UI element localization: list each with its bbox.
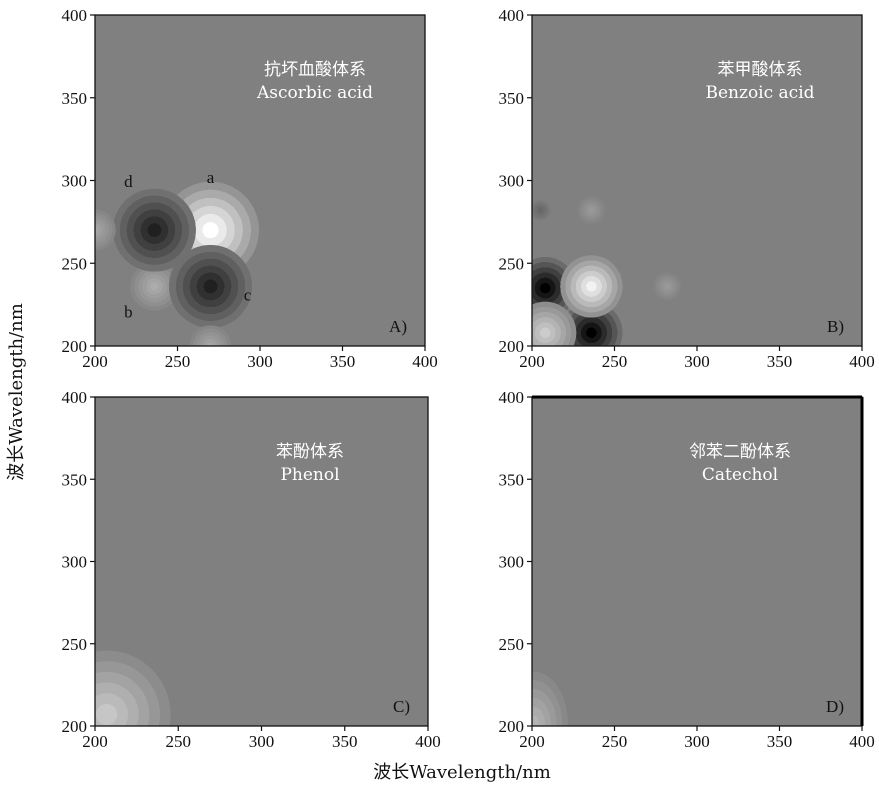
panel-label: C) bbox=[393, 697, 410, 716]
y-tick-label: 400 bbox=[499, 388, 525, 407]
panel-title-en: Phenol bbox=[280, 465, 339, 485]
y-tick-label: 400 bbox=[62, 6, 88, 25]
contour-peaks bbox=[532, 196, 682, 346]
panel-label: B) bbox=[827, 317, 844, 336]
panel-label: A) bbox=[389, 317, 407, 336]
panel-title-en: Catechol bbox=[702, 465, 778, 485]
plot-area bbox=[532, 397, 862, 726]
panel-title-en: Benzoic acid bbox=[705, 83, 814, 103]
contour-peak bbox=[95, 209, 116, 251]
y-tick-label: 400 bbox=[62, 388, 88, 407]
y-tick-label: 200 bbox=[499, 337, 525, 356]
contour-peak bbox=[189, 325, 232, 346]
y-tick-label: 300 bbox=[499, 172, 525, 191]
x-tick-label: 250 bbox=[602, 732, 628, 751]
x-tick-label: 300 bbox=[684, 732, 710, 751]
contour-peak bbox=[577, 196, 606, 225]
contour-peak-d bbox=[112, 188, 196, 272]
x-tick-label: 200 bbox=[519, 352, 545, 371]
x-tick-label: 400 bbox=[849, 732, 875, 751]
contour-peaks bbox=[95, 181, 260, 346]
x-tick-label: 250 bbox=[602, 352, 628, 371]
x-tick-label: 200 bbox=[82, 352, 108, 371]
x-tick-label: 300 bbox=[684, 352, 710, 371]
x-tick-label: 200 bbox=[82, 732, 108, 751]
x-tick-label: 250 bbox=[166, 732, 192, 751]
x-tick-label: 400 bbox=[849, 352, 875, 371]
y-tick-label: 300 bbox=[499, 553, 525, 572]
x-tick-label: 300 bbox=[247, 352, 273, 371]
contour-peak-c bbox=[168, 244, 253, 328]
x-tick-label: 200 bbox=[519, 732, 545, 751]
y-tick-label: 250 bbox=[62, 635, 88, 654]
x-tick-label: 350 bbox=[767, 352, 793, 371]
x-axis-title: 波长Wavelength/nm bbox=[373, 762, 551, 783]
contour-peak bbox=[532, 199, 551, 221]
panel-title-cn: 苯甲酸体系 bbox=[718, 60, 803, 80]
x-tick-label: 350 bbox=[330, 352, 356, 371]
y-tick-label: 350 bbox=[499, 89, 525, 108]
panel-title-cn: 抗坏血酸体系 bbox=[264, 60, 366, 80]
x-tick-label: 350 bbox=[767, 732, 793, 751]
panel-title-cn: 邻苯二酚体系 bbox=[689, 442, 791, 462]
contour-peak bbox=[653, 272, 682, 301]
y-tick-label: 250 bbox=[499, 254, 525, 273]
peak-label-d: d bbox=[124, 172, 133, 191]
y-tick-label: 300 bbox=[62, 553, 88, 572]
x-tick-label: 300 bbox=[249, 732, 275, 751]
x-tick-label: 350 bbox=[332, 732, 358, 751]
x-tick-label: 250 bbox=[165, 352, 191, 371]
y-axis-title: 波长Wavelength/nm bbox=[6, 303, 27, 481]
y-tick-label: 400 bbox=[499, 6, 525, 25]
contour-peaks bbox=[532, 671, 568, 726]
peak-label-b: b bbox=[124, 302, 133, 321]
contour-peaks bbox=[95, 650, 171, 726]
x-tick-label: 400 bbox=[412, 352, 438, 371]
y-tick-label: 300 bbox=[62, 172, 88, 191]
contour-peak bbox=[95, 650, 171, 726]
panel-catechol: 200 250 300 350 400 200 250 300 350 400 邻苯二酚体系 Cate… bbox=[499, 388, 875, 751]
y-tick-label: 250 bbox=[62, 254, 88, 273]
contour-peak bbox=[560, 255, 623, 318]
panel-title-en: Ascorbic acid bbox=[256, 83, 373, 103]
panel-benzoic-acid: 200 250 300 350 400 200 250 300 350 400 苯甲酸体系 Benzo… bbox=[499, 6, 875, 371]
y-tick-label: 350 bbox=[499, 470, 525, 489]
panel-title-cn: 苯酚体系 bbox=[276, 442, 344, 462]
peak-label-a: a bbox=[207, 168, 215, 187]
x-tick-label: 400 bbox=[415, 732, 441, 751]
y-tick-label: 200 bbox=[62, 337, 88, 356]
peak-label-c: c bbox=[244, 285, 252, 304]
y-tick-label: 250 bbox=[499, 635, 525, 654]
y-tick-label: 200 bbox=[62, 717, 88, 736]
contour-peak bbox=[532, 671, 568, 726]
panel-ascorbic-acid: 200 250 300 350 400 200 250 300 350 400 抗坏血酸体系 Asco… bbox=[62, 6, 438, 371]
y-tick-label: 200 bbox=[499, 717, 525, 736]
contour-peak-b bbox=[130, 262, 179, 311]
panel-label: D) bbox=[826, 697, 844, 716]
y-tick-label: 350 bbox=[62, 89, 88, 108]
y-tick-label: 350 bbox=[62, 470, 88, 489]
contour-peak bbox=[532, 301, 577, 346]
panel-phenol: 200 250 300 350 400 200 250 300 350 400 苯酚体系 Phenol… bbox=[62, 388, 441, 751]
